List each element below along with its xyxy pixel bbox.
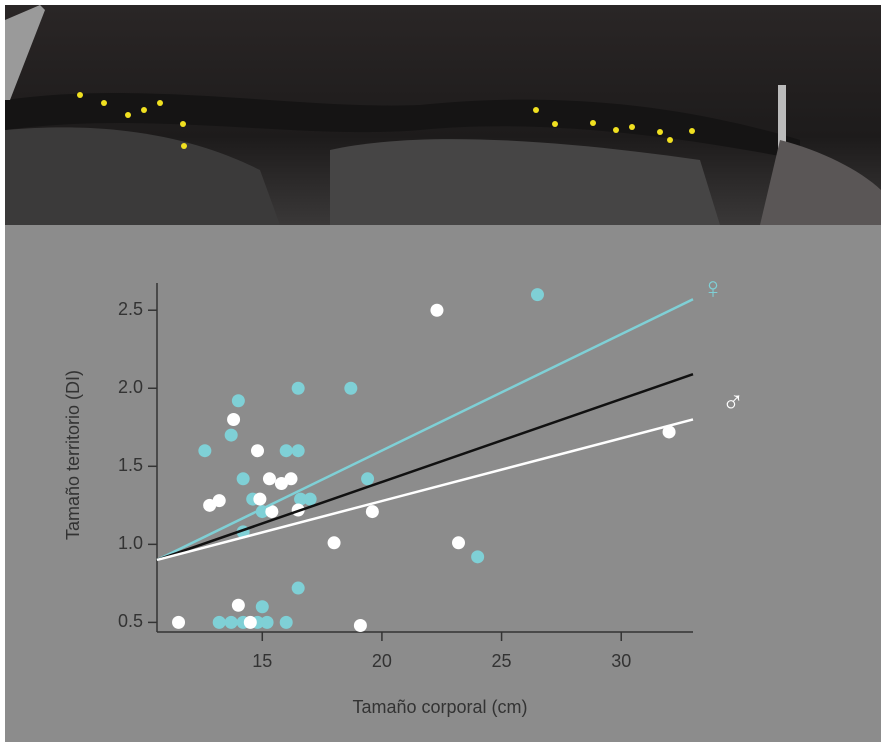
y-tick-label: 2.0 bbox=[118, 377, 143, 397]
point bbox=[662, 425, 676, 439]
legend-symbol: ♀ bbox=[702, 272, 725, 305]
point bbox=[224, 615, 238, 629]
point bbox=[198, 444, 212, 458]
point bbox=[231, 598, 245, 612]
point bbox=[284, 472, 298, 486]
point bbox=[212, 615, 226, 629]
point bbox=[452, 536, 465, 550]
y-tick-label: 1.0 bbox=[118, 533, 143, 553]
x-axis-label: Tamaño corporal (cm) bbox=[352, 697, 527, 717]
y-tick-label: 1.5 bbox=[118, 455, 143, 475]
y-tick-label: 0.5 bbox=[118, 611, 143, 631]
point bbox=[291, 581, 305, 595]
point bbox=[291, 444, 305, 458]
y-tick-label: 2.5 bbox=[118, 299, 143, 319]
aerial-photo bbox=[5, 5, 881, 225]
point bbox=[227, 412, 241, 426]
point bbox=[212, 494, 226, 508]
point bbox=[303, 492, 317, 506]
point bbox=[291, 381, 305, 395]
point bbox=[265, 505, 279, 519]
plot: 0.5 1.0 1.5 2.0 2.5 15 20 25 30 ♀ ♂ bbox=[118, 272, 744, 671]
fit-line bbox=[156, 298, 694, 562]
point bbox=[236, 472, 250, 486]
legend-symbol: ♂ bbox=[722, 385, 745, 418]
point bbox=[253, 492, 267, 506]
point bbox=[224, 428, 238, 442]
point bbox=[260, 615, 274, 629]
point bbox=[172, 615, 186, 629]
fit-line bbox=[156, 418, 694, 562]
point bbox=[279, 444, 293, 458]
point bbox=[327, 536, 341, 550]
point bbox=[344, 381, 358, 395]
point bbox=[231, 394, 245, 408]
point bbox=[294, 492, 308, 506]
point bbox=[365, 505, 379, 519]
y-axis-label: Tamaño territorio (DI) bbox=[63, 370, 83, 540]
point bbox=[251, 444, 264, 458]
fit-line bbox=[156, 373, 694, 562]
x-tick-label: 20 bbox=[372, 651, 392, 671]
point bbox=[430, 303, 444, 317]
point bbox=[530, 288, 544, 302]
point bbox=[279, 615, 293, 629]
x-tick-label: 25 bbox=[492, 651, 512, 671]
point bbox=[361, 472, 375, 486]
point bbox=[255, 600, 269, 614]
x-tick-label: 15 bbox=[252, 651, 272, 671]
point bbox=[353, 619, 367, 633]
point bbox=[262, 472, 276, 486]
x-tick-label: 30 bbox=[611, 651, 631, 671]
point bbox=[243, 615, 257, 629]
point bbox=[471, 550, 485, 564]
